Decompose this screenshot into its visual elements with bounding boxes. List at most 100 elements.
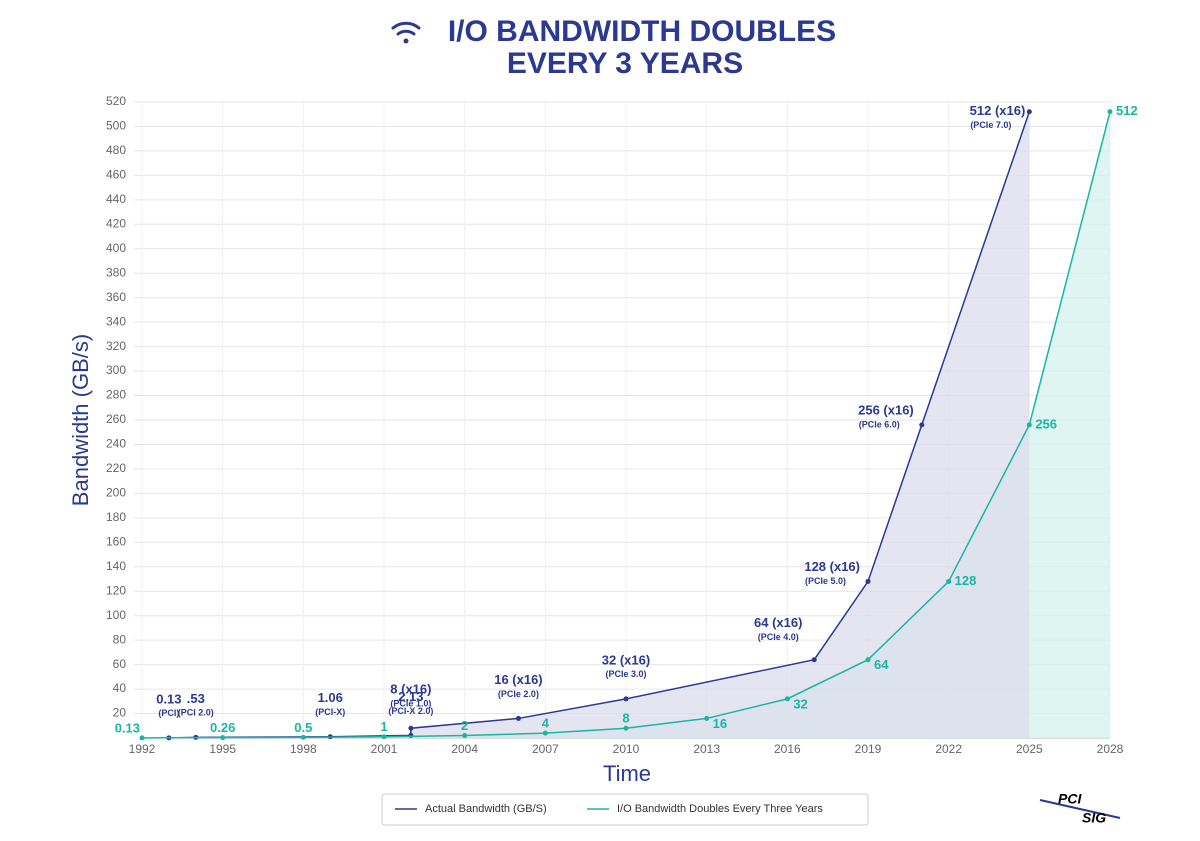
y-tick-label: 320 [106,339,126,353]
title-icon [391,21,421,44]
y-axis-label: Bandwidth (GB/s) [68,334,93,506]
logo-text: PCI [1058,791,1082,807]
chart-title: I/O BANDWIDTH DOUBLES [448,15,836,48]
data-sublabel: (PCIe 1.0) [390,699,431,709]
data-point [623,725,629,731]
x-tick-label: 2016 [774,742,801,756]
y-tick-label: 220 [106,461,126,475]
y-tick-label: 120 [106,583,126,597]
data-point [865,578,871,584]
data-sublabel: (PCI-X 2.0) [388,706,433,716]
data-sublabel: (PCI-X) [315,707,345,717]
data-label: 4 [542,716,550,731]
data-label: 1.06 [318,690,343,705]
y-tick-label: 240 [106,437,126,451]
chart-subtitle: EVERY 3 YEARS [507,47,743,80]
legend-label: I/O Bandwidth Doubles Every Three Years [617,803,823,815]
y-tick-label: 260 [106,412,126,426]
x-tick-label: 2004 [451,742,478,756]
data-point [865,657,871,663]
x-tick-label: 1992 [129,742,156,756]
y-tick-label: 160 [106,534,126,548]
y-tick-label: 460 [106,168,126,182]
data-sublabel: (PCIe 2.0) [498,689,539,699]
data-point [811,657,817,663]
data-sublabel: (PCIe 4.0) [758,632,799,642]
data-label: 1 [380,719,387,734]
data-label: 256 [1035,416,1057,431]
logo-text: SIG [1082,810,1106,826]
x-tick-label: 2013 [693,742,720,756]
data-label: 512 [1116,103,1138,118]
data-point [408,725,414,731]
data-label: 0.26 [210,720,235,735]
data-label: 0.5 [294,720,312,735]
x-tick-label: 2010 [613,742,640,756]
data-point [946,578,952,584]
x-tick-label: 1995 [209,742,236,756]
data-label: 2.13 [398,689,423,704]
data-point [1026,109,1032,115]
y-tick-label: 280 [106,388,126,402]
data-label: 128 (x16) [804,559,860,574]
data-point [919,422,925,428]
data-label: 256 (x16) [858,402,914,417]
y-tick-label: 520 [106,94,126,108]
data-point [515,715,521,721]
data-label: 8 (x16) [390,682,431,697]
x-tick-label: 2007 [532,742,559,756]
data-sublabel: (PCIe 6.0) [859,419,900,429]
x-tick-label: 2025 [1016,742,1043,756]
data-label: 32 (x16) [602,652,650,667]
data-point [220,735,226,741]
x-tick-label: 2028 [1097,742,1124,756]
data-point [381,734,387,740]
y-tick-label: 100 [106,608,126,622]
data-point [1026,422,1032,428]
y-tick-label: 60 [113,657,127,671]
data-point [1107,109,1113,115]
data-label: 64 [874,657,889,672]
y-tick-label: 340 [106,314,126,328]
y-tick-label: 20 [113,706,127,720]
legend-label: Actual Bandwidth (GB/S) [425,803,547,815]
x-axis-label: Time [603,761,651,786]
x-tick-label: 2019 [855,742,882,756]
x-tick-label: 2001 [371,742,398,756]
data-point [623,696,629,702]
data-label: 8 [622,711,629,726]
data-label: 0.13 [156,691,181,706]
y-tick-label: 420 [106,216,126,230]
data-sublabel: (PCI 2.0) [178,708,214,718]
y-tick-label: 80 [113,632,127,646]
legend-box [381,793,869,826]
data-point [462,733,468,739]
x-tick-label: 1998 [290,742,317,756]
logo: PCI SIG [1039,791,1121,826]
area [168,111,1030,739]
data-label: 32 [793,696,807,711]
data-label: 128 [955,573,977,588]
data-label: 16 [713,716,727,731]
y-tick-label: 440 [106,192,126,206]
data-label: 0.13 [115,720,140,735]
data-label: 16 (x16) [494,672,542,687]
y-tick-label: 200 [106,486,126,500]
y-tick-label: 380 [106,265,126,279]
legend-entry: Actual Bandwidth (GB/S) [395,803,547,815]
x-tick-label: 2022 [935,742,962,756]
data-sublabel: (PCIe 5.0) [805,576,846,586]
y-tick-label: 480 [106,143,126,157]
data-label: 64 (x16) [754,615,802,630]
y-tick-label: 400 [106,241,126,255]
y-tick-label: 140 [106,559,126,573]
data-sublabel: (PCI) [158,708,179,718]
data-sublabel: (PCIe 3.0) [605,669,646,679]
data-label: 2 [461,718,468,733]
data-point [300,734,306,740]
data-point [784,696,790,702]
y-tick-label: 500 [106,119,126,133]
y-tick-label: 300 [106,363,126,377]
data-sublabel: (PCIe 7.0) [970,120,1011,130]
